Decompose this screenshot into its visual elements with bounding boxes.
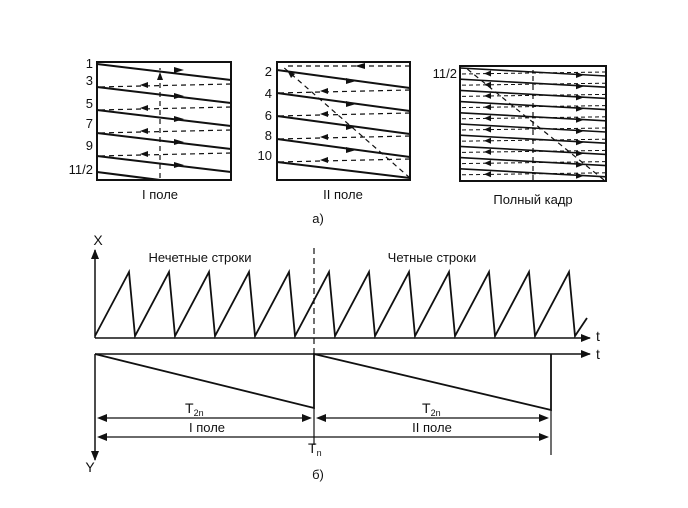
field1-caption: I поле [142, 187, 178, 202]
field1-scan-box [96, 61, 232, 181]
frame-line-label: 11/2 [433, 66, 457, 81]
field2-active-lines [276, 69, 411, 179]
full-frame-scan-box [459, 65, 607, 182]
t2n-label-field1: T2n [185, 400, 204, 418]
field2-label-b: II поле [412, 420, 452, 435]
field1-line-label: 3 [86, 73, 93, 88]
field2-line-label: 4 [265, 86, 272, 101]
panel-b-sublabel: б) [312, 467, 324, 482]
field1-retrace-lines [96, 68, 232, 178]
field2-line-label: 6 [265, 108, 272, 123]
y-axis-label: Y [85, 459, 95, 475]
even-lines-label: Четные строки [388, 250, 477, 265]
field2-direction-arrows [287, 63, 365, 163]
time-label-top: t [596, 328, 600, 344]
field1-label-b: I поле [189, 420, 225, 435]
field1-line-label: 1 [86, 56, 93, 71]
horizontal-sawtooth-waveform [94, 268, 588, 340]
field1-line-label: 5 [86, 96, 93, 111]
vertical-ramp-waveform [94, 352, 552, 412]
tn-label: Tn [308, 440, 322, 458]
field1-line-labels: 1 3 5 7 9 11/2 [69, 56, 93, 177]
field1-line-label: 7 [86, 116, 93, 131]
horizontal-deflection-axes [91, 249, 591, 342]
field1-line-label: 11/2 [69, 162, 93, 177]
field1-direction-arrows [140, 67, 184, 168]
field2-retrace-lines [276, 65, 411, 179]
field2-line-label: 2 [265, 64, 272, 79]
panel-a-sublabel: а) [312, 211, 324, 226]
vertical-ramp-polyline [94, 352, 552, 412]
full-frame-direction-arrows [484, 70, 584, 179]
odd-lines-label: Нечетные строки [149, 250, 252, 265]
x-axis-label: X [93, 232, 103, 248]
time-label-bottom: t [596, 346, 600, 362]
field1-line-label: 9 [86, 138, 93, 153]
t2n-label-field2: T2n [422, 400, 441, 418]
vertical-deflection-axes [91, 350, 591, 461]
dimension-arrows [97, 414, 549, 441]
frame-caption: Полный кадр [493, 192, 572, 207]
field2-caption: II поле [323, 187, 363, 202]
field2-line-label: 10 [258, 148, 272, 163]
field2-line-label: 8 [265, 128, 272, 143]
field1-active-lines [96, 63, 232, 181]
field2-scan-box [276, 61, 411, 181]
field2-line-labels: 2 4 6 8 10 [258, 64, 272, 163]
